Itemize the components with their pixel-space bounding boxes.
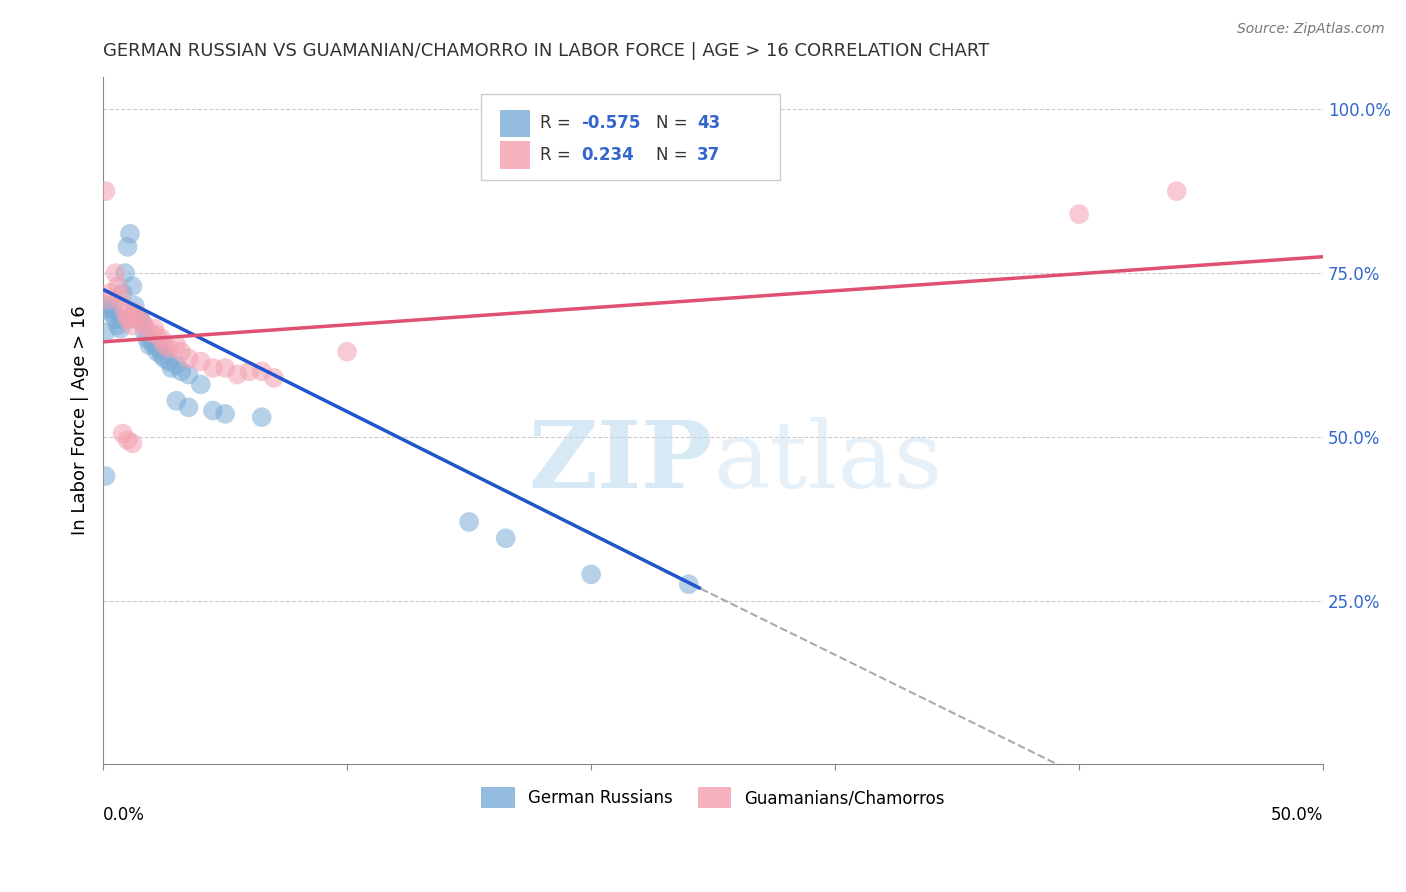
Point: [97, 293, 120, 307]
Point: [177, 351, 200, 366]
Point: [160, 361, 183, 376]
Point: [94, 325, 117, 339]
Point: [1069, 207, 1091, 221]
Point: [201, 361, 224, 376]
Point: [100, 285, 122, 300]
Point: [111, 426, 134, 441]
FancyBboxPatch shape: [481, 94, 780, 180]
Point: [121, 436, 143, 450]
Text: 0.0%: 0.0%: [103, 805, 145, 823]
Point: [170, 364, 193, 378]
Point: [146, 328, 169, 343]
Point: [170, 344, 193, 359]
Point: [114, 266, 136, 280]
Point: [104, 312, 127, 326]
Text: GERMAN RUSSIAN VS GUAMANIAN/CHAMORRO IN LABOR FORCE | AGE > 16 CORRELATION CHART: GERMAN RUSSIAN VS GUAMANIAN/CHAMORRO IN …: [103, 42, 990, 60]
Point: [226, 368, 249, 382]
Point: [134, 318, 156, 333]
Point: [94, 184, 117, 198]
Point: [138, 325, 160, 339]
Point: [336, 344, 359, 359]
Point: [124, 305, 146, 319]
Point: [214, 407, 236, 421]
Point: [678, 577, 700, 591]
Point: [250, 410, 273, 425]
Point: [121, 318, 143, 333]
Point: [238, 364, 260, 378]
Point: [1166, 184, 1188, 198]
Point: [146, 344, 169, 359]
Point: [157, 342, 180, 356]
Point: [190, 377, 212, 392]
Point: [101, 302, 124, 317]
Point: [124, 299, 146, 313]
Point: [128, 312, 150, 326]
Point: [165, 338, 187, 352]
Point: [97, 299, 120, 313]
Text: atlas: atlas: [713, 417, 942, 507]
Point: [104, 266, 127, 280]
Point: [141, 334, 163, 349]
Point: [458, 515, 481, 529]
Point: [131, 315, 153, 329]
Text: R =: R =: [540, 146, 576, 164]
Point: [136, 332, 159, 346]
Y-axis label: In Labor Force | Age > 16: In Labor Force | Age > 16: [72, 306, 89, 535]
Point: [214, 361, 236, 376]
Point: [263, 371, 285, 385]
Point: [117, 433, 139, 447]
Point: [201, 403, 224, 417]
Point: [117, 240, 139, 254]
Point: [143, 338, 166, 352]
Point: [108, 312, 131, 326]
Text: R =: R =: [540, 114, 576, 132]
Point: [121, 279, 143, 293]
Bar: [499, 141, 530, 169]
Point: [128, 312, 150, 326]
Point: [165, 358, 187, 372]
Point: [495, 531, 517, 545]
Point: [111, 299, 134, 313]
Point: [150, 348, 173, 362]
Text: Source: ZipAtlas.com: Source: ZipAtlas.com: [1237, 22, 1385, 37]
Text: ZIP: ZIP: [529, 417, 713, 507]
Point: [165, 393, 187, 408]
Point: [127, 312, 149, 326]
Point: [94, 302, 117, 317]
Point: [153, 351, 176, 366]
Point: [177, 401, 200, 415]
Point: [127, 309, 149, 323]
Point: [114, 305, 136, 319]
Point: [118, 312, 141, 326]
Point: [177, 368, 200, 382]
Point: [579, 567, 602, 582]
Point: [94, 469, 117, 483]
Point: [100, 305, 122, 319]
Point: [148, 342, 170, 356]
Point: [107, 318, 129, 333]
Point: [150, 332, 173, 346]
Point: [108, 322, 131, 336]
Text: 50.0%: 50.0%: [1271, 805, 1323, 823]
Point: [153, 338, 176, 352]
Text: 37: 37: [697, 146, 720, 164]
Point: [118, 227, 141, 241]
Point: [111, 285, 134, 300]
Point: [143, 322, 166, 336]
Point: [138, 338, 160, 352]
Point: [190, 354, 212, 368]
Text: N =: N =: [655, 114, 693, 132]
Point: [108, 289, 131, 303]
Point: [134, 325, 156, 339]
Point: [157, 354, 180, 368]
Text: 0.234: 0.234: [581, 146, 634, 164]
Text: N =: N =: [655, 146, 693, 164]
Text: -0.575: -0.575: [581, 114, 641, 132]
Point: [250, 364, 273, 378]
Bar: [499, 110, 530, 137]
Text: 43: 43: [697, 114, 720, 132]
Point: [117, 312, 139, 326]
Legend: German Russians, Guamanians/Chamorros: German Russians, Guamanians/Chamorros: [475, 780, 952, 814]
Point: [107, 279, 129, 293]
